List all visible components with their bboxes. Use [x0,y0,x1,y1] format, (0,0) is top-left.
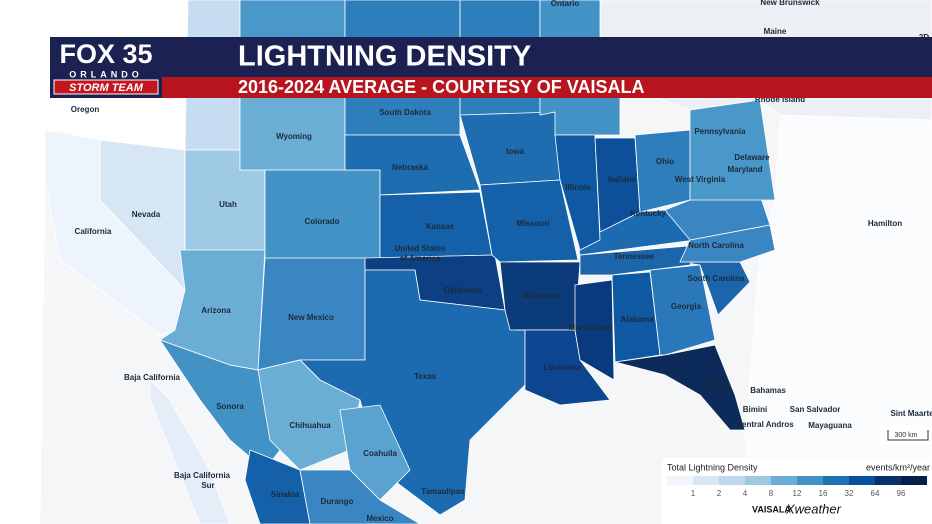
place-label: South Dakota [379,108,431,117]
place-label: Missouri [517,219,550,228]
legend-brand: VAISALA [752,504,791,514]
subtitle: 2016-2024 AVERAGE - COURTESY OF VAISALA [238,77,644,97]
logo-city: ORLANDO [69,69,143,79]
legend-tick-label: 32 [845,489,854,498]
scale-label: 300 km [895,432,918,439]
place-label: Georgia [671,302,702,311]
place-label: Oklahoma [444,286,483,295]
place-label: United States [394,244,446,253]
place-label: Chihuahua [289,421,331,430]
place-label: of America [399,254,441,263]
legend-box [662,458,932,524]
place-label: New Mexico [288,313,334,322]
place-label: Delaware [734,153,770,162]
legend-tick-label: 4 [743,489,748,498]
map-labels: Ontario New Brunswick Maine Oregon Rhode Isl… [71,0,932,523]
place-label: Sur [201,481,214,490]
place-label: Kansas [426,222,455,231]
place-label: Nevada [132,210,161,219]
legend-tick-label: 2 [717,489,722,498]
place-label: Arkansas [523,291,560,300]
legend: Total Lightning Density events/km²/year … [662,458,932,524]
legend-swatch [771,476,797,485]
place-label: Indiana [608,175,637,184]
place-label: Tennessee [614,252,655,261]
place-label: Ohio [656,157,674,166]
place-label: Hamilton [868,219,902,228]
place-label: Central Andros [736,420,794,429]
legend-unit: events/km²/year [866,462,930,472]
place-label: Mexico [366,514,393,523]
legend-tick-label: 8 [769,489,774,498]
place-label: Sinaloa [271,490,300,499]
legend-title: Total Lightning Density [667,462,758,472]
place-label: Bimini [743,405,767,414]
place-label: Illinois [565,183,591,192]
place-label: San Salvador [790,405,841,414]
place-label: Maryland [727,165,762,174]
legend-tick-label: 64 [871,489,880,498]
place-label: Colorado [304,217,339,226]
place-label: Rhode Island [755,95,805,104]
place-label: Iowa [506,147,524,156]
place-label: Pennsylvania [694,127,746,136]
subtitle-bar [50,77,932,98]
place-label: South Carolina [688,274,745,283]
place-label: Durango [321,497,354,506]
place-label: Florida [704,380,731,389]
place-label: Baja California [174,471,231,480]
place-label: Ontario [551,0,580,8]
logo-team-box [53,79,159,95]
place-label: Bahamas [750,386,786,395]
place-label: New Brunswick [760,0,820,7]
place-label: Arizona [201,306,231,315]
legend-swatch [823,476,849,485]
place-label: Oregon [71,105,100,114]
legend-tick-label: 96 [897,489,906,498]
scale-line [887,430,929,441]
legend-tick-label: 12 [793,489,802,498]
place-label: Louisiana [543,363,581,372]
place-label: Alabama [620,315,654,324]
logo-brand: FOX 35 [59,39,152,69]
place-label: Baja California [124,373,181,382]
legend-partner: Xweather [785,501,842,516]
place-label: North Carolina [688,241,744,250]
place-label: Utah [219,200,237,209]
legend-tick-label: 1 [691,489,696,498]
place-label: Nebraska [392,163,429,172]
header: FOX 35 ORLANDO STORM TEAM LIGHTNING DENS… [50,37,932,98]
legend-tick-label: 16 [819,489,828,498]
legend-swatch [667,476,693,485]
place-label: Sonora [216,402,244,411]
logo-team: STORM TEAM [69,82,144,94]
legend-swatch [875,476,901,485]
place-label: Maine [764,27,787,36]
legend-swatch [901,476,927,485]
scale-bar: 300 km [880,425,932,445]
title: LIGHTNING DENSITY [238,41,531,73]
place-label: Texas [414,372,437,381]
place-label: Tamaulipas [421,487,465,496]
legend-swatch [797,476,823,485]
legend-swatch [849,476,875,485]
place-label: Mayaguana [808,421,852,430]
place-label: Wyoming [276,132,312,141]
place-label: Kentucky [630,209,667,218]
legend-swatch [719,476,745,485]
legend-swatch [745,476,771,485]
legend-swatch [693,476,719,485]
title-bar [50,37,932,77]
place-label: Mississippi [568,323,611,332]
place-label: California [75,227,112,236]
place-label: Sint Maarte [890,409,932,418]
place-label: Coahuila [363,449,397,458]
place-label: West Virginia [675,175,726,184]
